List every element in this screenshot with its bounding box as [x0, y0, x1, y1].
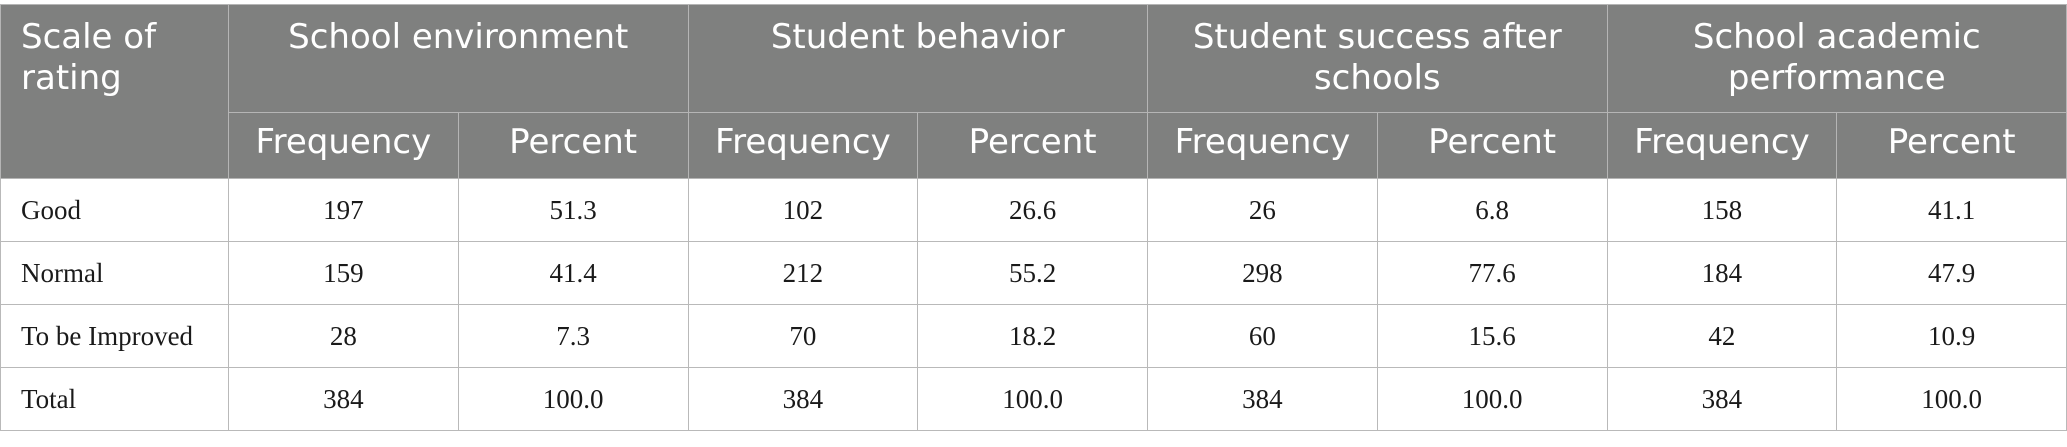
table-cell: 158	[1606, 178, 1838, 242]
table-cell: 41.4	[457, 241, 689, 305]
table-cell: 384	[1147, 367, 1378, 431]
table-cell: 70	[687, 304, 919, 368]
table-cell: 51.3	[457, 178, 689, 242]
table-row: Normal 159 41.4 212 55.2 298 77.6 184 47…	[0, 241, 2067, 305]
table-cell: 100.0	[917, 367, 1149, 431]
row-label: Normal	[0, 241, 229, 305]
table-cell: 384	[687, 367, 919, 431]
row-label: Total	[0, 367, 229, 431]
table-cell: 18.2	[917, 304, 1149, 368]
table-cell: 47.9	[1836, 241, 2067, 305]
table-cell: 15.6	[1376, 304, 1608, 368]
table-cell: 6.8	[1376, 178, 1608, 242]
table-cell: 7.3	[457, 304, 689, 368]
header-row-metrics: Frequency Percent Frequency Percent Freq…	[1, 112, 2067, 179]
table-cell: 55.2	[917, 241, 1149, 305]
table-body: Good 197 51.3 102 26.6 26 6.8 158 41.1 N…	[0, 178, 2067, 431]
subheader-percent: Percent	[457, 112, 689, 179]
table-row-total: Total 384 100.0 384 100.0 384 100.0 384 …	[0, 367, 2067, 431]
table-row: To be Improved 28 7.3 70 18.2 60 15.6 42…	[0, 304, 2067, 368]
table-cell: 102	[687, 178, 919, 242]
table-cell: 159	[228, 241, 459, 305]
subheader-frequency: Frequency	[1147, 112, 1378, 179]
table-cell: 212	[687, 241, 919, 305]
row-label: Good	[0, 178, 229, 242]
group-header-student-behavior: Student behavior	[687, 4, 1149, 113]
table-cell: 28	[228, 304, 459, 368]
table-cell: 197	[228, 178, 459, 242]
table-cell: 384	[1606, 367, 1838, 431]
table-cell: 41.1	[1836, 178, 2067, 242]
table-row: Good 197 51.3 102 26.6 26 6.8 158 41.1	[0, 178, 2067, 242]
subheader-frequency: Frequency	[687, 112, 919, 179]
table-cell: 10.9	[1836, 304, 2067, 368]
subheader-percent: Percent	[1376, 112, 1608, 179]
table-cell: 184	[1606, 241, 1838, 305]
rating-table-container: Scale of rating School environment Stude…	[0, 4, 2067, 431]
rating-table: Scale of rating School environment Stude…	[0, 4, 2067, 431]
table-cell: 60	[1147, 304, 1378, 368]
table-cell: 26	[1147, 178, 1378, 242]
table-cell: 100.0	[457, 367, 689, 431]
group-header-school-environment: School environment	[228, 4, 689, 113]
table-cell: 26.6	[917, 178, 1149, 242]
subheader-frequency: Frequency	[1606, 112, 1838, 179]
table-cell: 100.0	[1836, 367, 2067, 431]
subheader-percent: Percent	[917, 112, 1149, 179]
table-header: Scale of rating School environment Stude…	[0, 4, 2067, 179]
subheader-frequency: Frequency	[228, 112, 459, 179]
header-row-groups: Scale of rating School environment Stude…	[0, 4, 2067, 179]
table-cell: 384	[228, 367, 459, 431]
subheader-percent: Percent	[1836, 112, 2067, 179]
row-label: To be Improved	[0, 304, 229, 368]
scale-of-rating-header: Scale of rating	[0, 4, 229, 179]
group-header-academic-performance: School academic performance	[1606, 4, 2067, 113]
table-cell: 77.6	[1376, 241, 1608, 305]
group-header-student-success: Student success after schools	[1147, 4, 1608, 113]
table-cell: 100.0	[1376, 367, 1608, 431]
table-cell: 298	[1147, 241, 1378, 305]
table-cell: 42	[1606, 304, 1838, 368]
